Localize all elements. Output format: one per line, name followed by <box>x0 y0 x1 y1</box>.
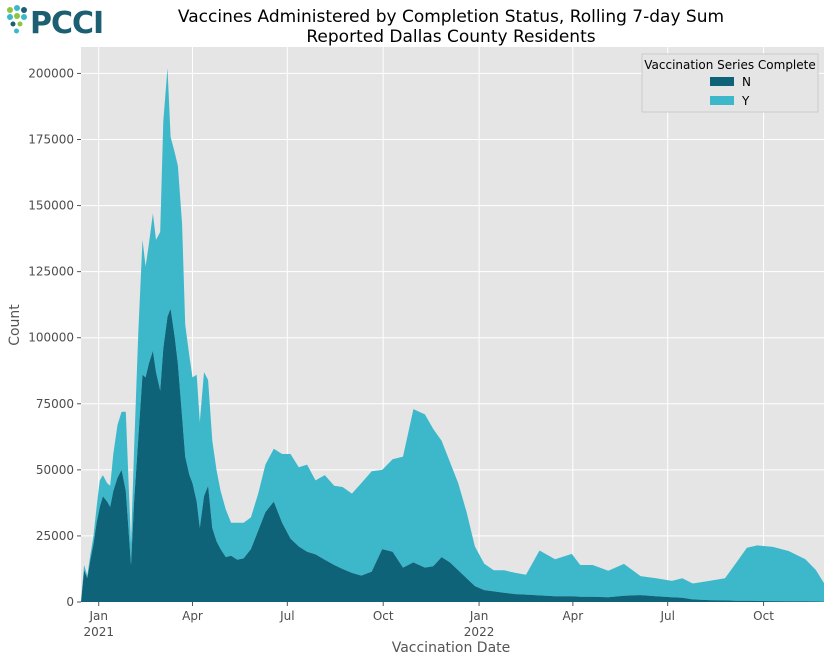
y-tick-label: 175000 <box>28 133 74 147</box>
legend-label-n: N <box>742 75 751 89</box>
logo-text: PCCI <box>30 6 104 41</box>
series-area-y <box>81 68 824 603</box>
x-tick-label: Apr <box>562 609 583 623</box>
x-tick-label: Oct <box>753 609 774 623</box>
logo-mark-icon <box>7 5 27 34</box>
legend-swatch-y <box>710 96 734 105</box>
pcci-logo: PCCI <box>4 4 114 44</box>
x-axis-ticks: Jan 2021 Apr Jul Oct Jan 2022 Apr Jul Oct <box>83 602 774 639</box>
legend-swatch-n <box>710 77 734 86</box>
x-axis-label: Vaccination Date <box>392 640 511 656</box>
legend-label-y: Y <box>741 94 750 108</box>
legend: Vaccination Series Complete N Y <box>641 53 819 113</box>
y-axis-ticks: 0 25000 50000 75000 100000 125000 150000 175000… <box>28 66 81 609</box>
y-tick-label: 75000 <box>36 397 74 411</box>
x-tick-label: Jan <box>469 609 489 623</box>
y-tick-label: 100000 <box>28 331 74 345</box>
x-tick-sublabel: 2021 <box>83 625 114 639</box>
chart-subtitle: Reported Dallas County Residents <box>306 27 595 47</box>
y-tick-label: 0 <box>66 595 74 609</box>
series-area-n <box>81 308 824 602</box>
y-tick-label: 200000 <box>28 66 74 80</box>
legend-title: Vaccination Series Complete <box>644 58 815 72</box>
x-tick-label: Jul <box>279 609 294 623</box>
x-tick-label: Jul <box>659 609 674 623</box>
y-tick-label: 50000 <box>36 463 74 477</box>
x-tick-label: Oct <box>373 609 394 623</box>
chart-title: Vaccines Administered by Completion Stat… <box>178 7 724 27</box>
y-tick-label: 25000 <box>36 529 74 543</box>
x-tick-sublabel: 2022 <box>464 625 495 639</box>
y-tick-label: 150000 <box>28 199 74 213</box>
x-tick-label: Apr <box>182 609 203 623</box>
x-tick-label: Jan <box>88 609 108 623</box>
series-areas <box>81 68 824 603</box>
y-axis-label: Count <box>7 304 23 346</box>
y-tick-label: 125000 <box>28 265 74 279</box>
